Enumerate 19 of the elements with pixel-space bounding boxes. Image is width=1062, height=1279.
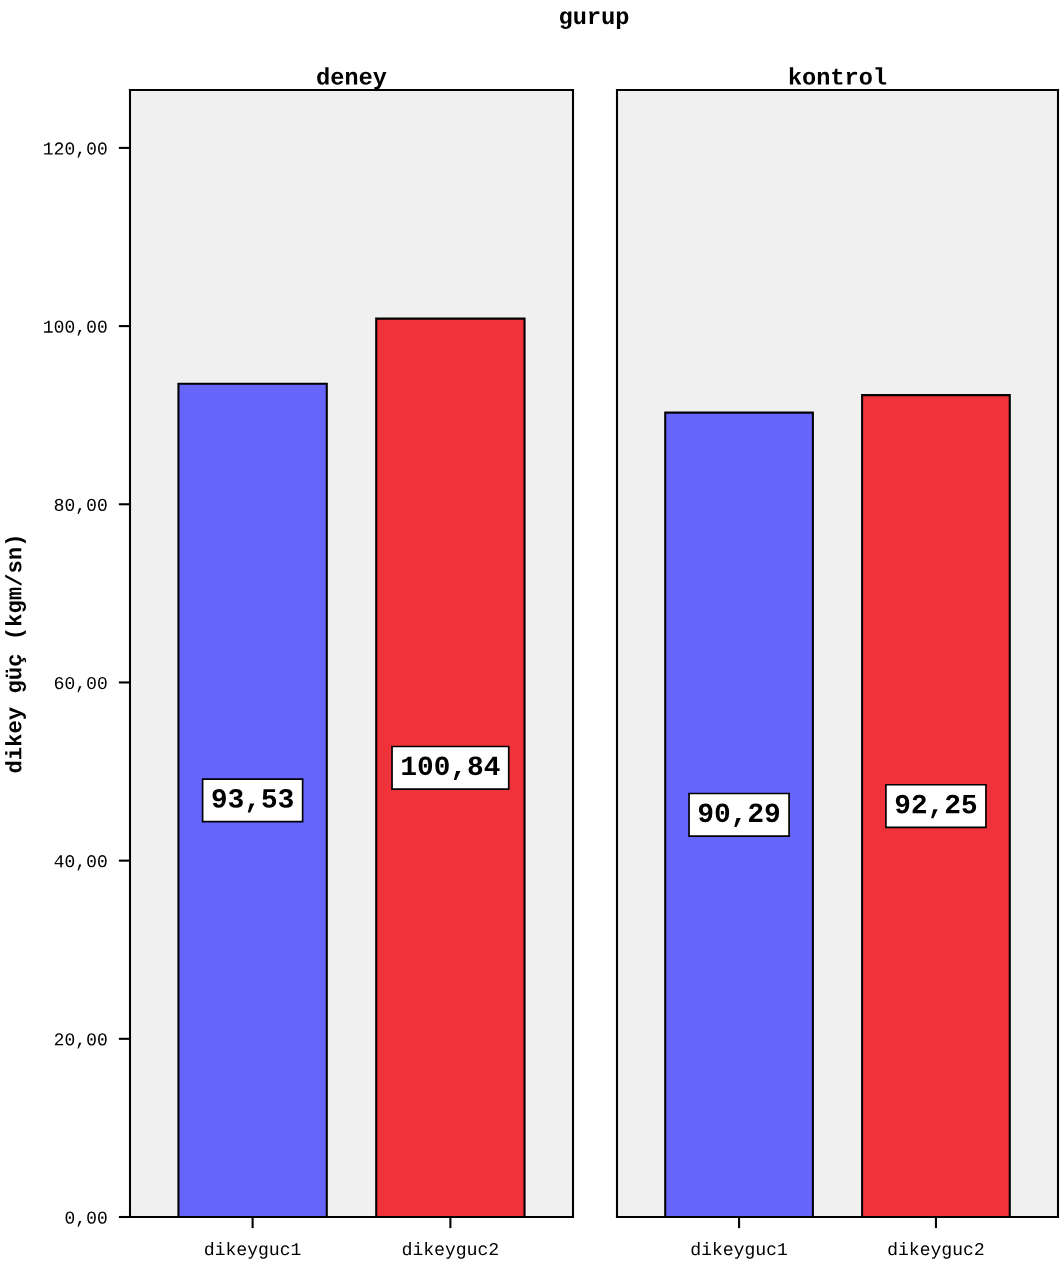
x-tick-label: dikeyguc1 (205, 1242, 301, 1259)
data-label: 92,25 (895, 794, 977, 819)
y-tick-label: 80,00 (54, 498, 107, 515)
y-tick-label: 100,00 (44, 320, 107, 336)
y-axis-title: dikey güç (kgm/sn) (5, 537, 27, 773)
chart-title: kontrol (789, 67, 887, 85)
data-label: 100,84 (402, 756, 500, 780)
data-label: 90,29 (698, 803, 780, 827)
x-tick-label: dikeyguc1 (691, 1242, 787, 1259)
y-tick-label: 20,00 (54, 1033, 107, 1049)
chart-title: deney (317, 67, 387, 90)
y-tick-label: 120,00 (44, 142, 107, 158)
x-tick-label: dikeyguc2 (888, 1242, 984, 1259)
x-tick-label: dikeyguc2 (402, 1242, 498, 1259)
text: gurup (560, 11, 629, 30)
y-tick-label: 60,00 (54, 676, 107, 693)
y-tick-label: 0,00 (65, 1211, 107, 1227)
y-tick-label: 40,00 (54, 855, 107, 871)
data-label: 93,53 (212, 788, 293, 813)
